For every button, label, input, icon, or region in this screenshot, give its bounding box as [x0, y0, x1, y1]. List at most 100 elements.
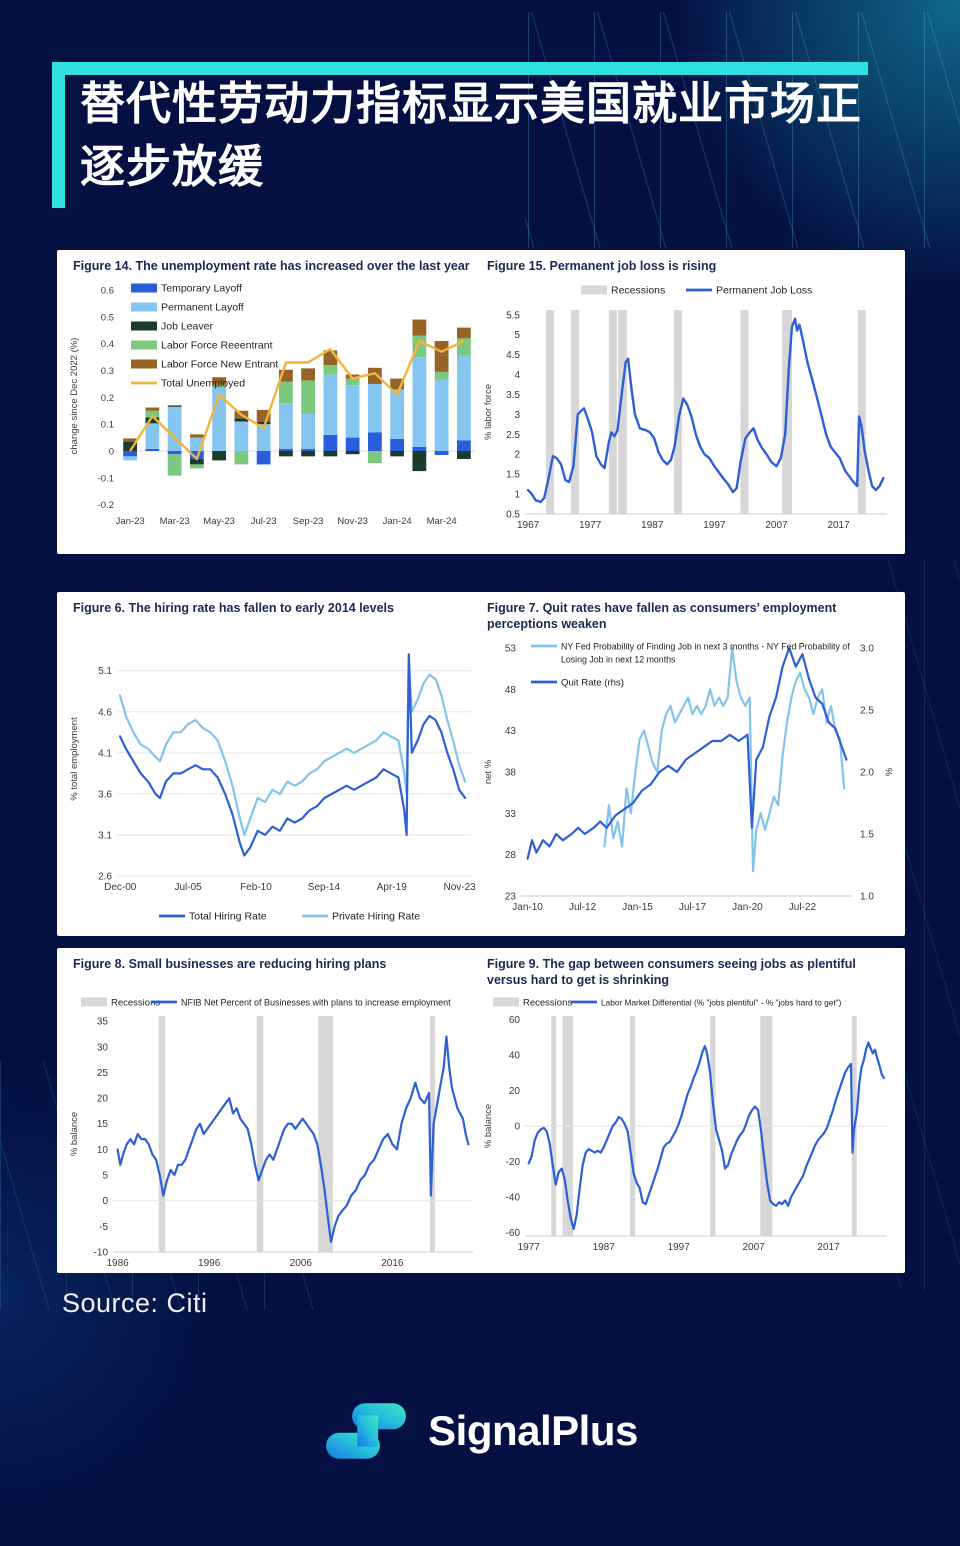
svg-text:Jan-20: Jan-20 — [732, 902, 763, 913]
figure-7: Figure 7. Quit rates have fallen as cons… — [481, 598, 895, 931]
svg-text:2.5: 2.5 — [506, 430, 520, 441]
svg-text:-20: -20 — [506, 1157, 521, 1168]
svg-text:Permanent Job Loss: Permanent Job Loss — [716, 285, 812, 297]
svg-text:0.5: 0.5 — [506, 510, 520, 521]
svg-text:1977: 1977 — [518, 1242, 541, 1253]
svg-text:20: 20 — [509, 1086, 521, 1097]
svg-text:%: % — [884, 767, 895, 776]
figure-15-title: Figure 15. Permanent job loss is rising — [487, 259, 717, 273]
svg-text:-10: -10 — [94, 1248, 109, 1259]
title-accent-topbar — [52, 62, 868, 75]
svg-text:0.4: 0.4 — [101, 339, 114, 350]
svg-text:38: 38 — [505, 768, 517, 779]
svg-text:2017: 2017 — [817, 1242, 840, 1253]
svg-text:1987: 1987 — [593, 1242, 616, 1253]
svg-text:23: 23 — [505, 892, 517, 903]
title-accent-sidebar — [52, 62, 65, 208]
chart-panel-top: Figure 14. The unemployment rate has inc… — [57, 250, 905, 554]
figure-7-chart: 53 48 43 38 33 28 23 3.0 2.5 2.0 1.5 1.0 Jan-10 Jul-1… — [483, 642, 895, 914]
svg-text:Sep-23: Sep-23 — [293, 516, 324, 527]
chart-panel-middle: Figure 6. The hiring rate has fallen to … — [57, 592, 905, 936]
svg-text:35: 35 — [97, 1017, 109, 1028]
source-attribution: Source: Citi — [62, 1288, 208, 1318]
brand-logo: SignalPlus — [0, 1398, 960, 1464]
figure-6-title: Figure 6. The hiring rate has fallen to … — [73, 601, 394, 615]
svg-text:2.5: 2.5 — [860, 706, 874, 717]
svg-text:NFIB Net Percent of Businesses: NFIB Net Percent of Businesses with plan… — [181, 998, 451, 1008]
svg-text:20: 20 — [97, 1094, 109, 1105]
svg-text:0.6: 0.6 — [101, 286, 114, 297]
svg-text:Job Leaver: Job Leaver — [161, 321, 213, 333]
svg-text:1986: 1986 — [106, 1258, 129, 1269]
page-title-line2: 逐步放缓 — [80, 141, 265, 192]
svg-text:Jul-22: Jul-22 — [789, 902, 817, 913]
svg-text:Apr-19: Apr-19 — [377, 882, 407, 893]
svg-text:Jul-05: Jul-05 — [174, 882, 202, 893]
svg-text:0: 0 — [514, 1122, 520, 1133]
svg-text:4.5: 4.5 — [506, 350, 520, 361]
svg-text:1.5: 1.5 — [860, 830, 874, 841]
svg-text:2.0: 2.0 — [860, 768, 874, 779]
svg-text:Jul-17: Jul-17 — [679, 902, 707, 913]
svg-text:% labor force: % labor force — [483, 384, 494, 440]
svg-text:25: 25 — [97, 1068, 109, 1079]
svg-text:-5: -5 — [99, 1222, 108, 1233]
svg-text:Temporary Layoff: Temporary Layoff — [161, 283, 242, 295]
svg-text:Recessions: Recessions — [111, 998, 160, 1009]
svg-text:3.6: 3.6 — [98, 789, 112, 800]
svg-text:Total Hiring Rate: Total Hiring Rate — [189, 911, 267, 923]
svg-text:48: 48 — [505, 685, 517, 696]
svg-text:Feb-10: Feb-10 — [240, 882, 272, 893]
svg-text:3: 3 — [514, 410, 520, 421]
svg-text:10: 10 — [97, 1145, 109, 1156]
svg-text:5: 5 — [102, 1171, 108, 1182]
svg-text:-40: -40 — [506, 1192, 521, 1203]
signalplus-logo-icon — [326, 1403, 407, 1459]
svg-text:May-23: May-23 — [203, 516, 235, 527]
svg-text:Nov-23: Nov-23 — [443, 882, 476, 893]
svg-text:0: 0 — [109, 446, 114, 457]
figure-14-title: Figure 14. The unemployment rate has inc… — [73, 259, 470, 273]
svg-text:Recessions: Recessions — [611, 285, 665, 297]
figure-8-title: Figure 8. Small businesses are reducing … — [73, 957, 387, 971]
svg-text:1967: 1967 — [517, 520, 540, 531]
svg-text:1.5: 1.5 — [506, 470, 520, 481]
chart-panel-bottom: Figure 8. Small businesses are reducing … — [57, 948, 905, 1273]
svg-text:0.5: 0.5 — [101, 312, 114, 323]
svg-text:53: 53 — [505, 644, 517, 655]
svg-text:2016: 2016 — [381, 1258, 404, 1269]
svg-text:Jan-24: Jan-24 — [383, 516, 412, 527]
svg-text:3.1: 3.1 — [98, 830, 112, 841]
svg-text:-0.1: -0.1 — [98, 473, 114, 484]
svg-text:Nov-23: Nov-23 — [337, 516, 368, 527]
svg-text:Private Hiring Rate: Private Hiring Rate — [332, 911, 420, 923]
svg-text:Labor Force New Entrant: Labor Force New Entrant — [161, 359, 278, 371]
svg-text:33: 33 — [505, 809, 517, 820]
figure-9-chart: 60 40 20 0 -20 -40 -60 1977 1987 1997 2007 2017 % ba… — [483, 997, 887, 1253]
svg-text:% balance: % balance — [483, 1104, 494, 1148]
svg-text:2007: 2007 — [742, 1242, 765, 1253]
svg-text:% total employment: % total employment — [69, 717, 80, 801]
svg-text:Mar-24: Mar-24 — [427, 516, 457, 527]
figure-8: Figure 8. Small businesses are reducing … — [67, 954, 481, 1283]
svg-text:Losing Job in next 12 months: Losing Job in next 12 months — [561, 655, 676, 665]
svg-text:2006: 2006 — [290, 1258, 313, 1269]
svg-text:1997: 1997 — [668, 1242, 691, 1253]
svg-text:0.1: 0.1 — [101, 420, 114, 431]
svg-text:0: 0 — [102, 1196, 108, 1207]
svg-text:2017: 2017 — [827, 520, 850, 531]
svg-text:Recessions: Recessions — [523, 998, 572, 1009]
figure-7-title: Figure 7. Quit rates have fallen as cons… — [487, 601, 837, 631]
figure-14-chart: 0.6 0.5 0.4 0.3 0.2 0.1 0 -0.1 -0.2 change since … — [69, 283, 475, 527]
svg-text:Jul-12: Jul-12 — [569, 902, 597, 913]
svg-text:Total Unemployed: Total Unemployed — [161, 378, 245, 390]
svg-text:change since Dec 2022 (%): change since Dec 2022 (%) — [69, 338, 80, 455]
svg-text:0.2: 0.2 — [101, 393, 114, 404]
svg-text:5: 5 — [514, 330, 520, 341]
svg-text:5.1: 5.1 — [98, 666, 112, 677]
svg-text:Jul-23: Jul-23 — [251, 516, 277, 527]
svg-text:1987: 1987 — [641, 520, 664, 531]
